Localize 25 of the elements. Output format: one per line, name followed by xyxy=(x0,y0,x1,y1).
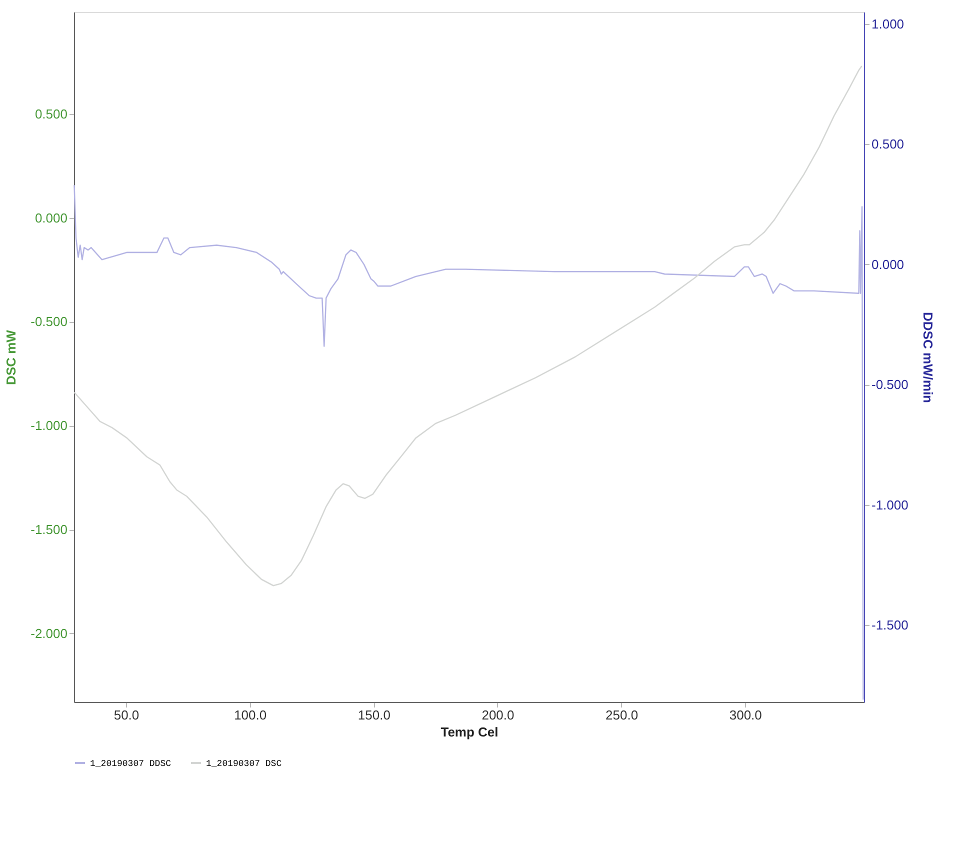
legend-label: 1_20190307 DSC xyxy=(206,759,282,769)
y2-tick-label: -1.000 xyxy=(872,497,908,512)
y-tick-label: -1.000 xyxy=(30,418,68,434)
legend-label: 1_20190307 DDSC xyxy=(90,759,172,769)
y2-tick-label: -1.500 xyxy=(872,618,908,633)
x-axis-title: Temp Cel xyxy=(440,724,498,740)
x-tick-label: 150.0 xyxy=(358,708,390,722)
x-tick-label: 300.0 xyxy=(729,708,762,722)
x-tick-label: 250.0 xyxy=(606,708,638,722)
y2-tick-label: -0.500 xyxy=(872,377,908,392)
y-tick-label: -1.500 xyxy=(30,522,68,537)
x-tick-label: 50.0 xyxy=(114,708,140,722)
y-tick-label: 0.500 xyxy=(34,106,68,122)
y2-tick-label: 0.000 xyxy=(872,256,904,272)
line-series xyxy=(74,65,862,586)
line-series xyxy=(74,184,864,700)
y2-tick-label: 1.000 xyxy=(872,16,904,32)
x-tick-label: 100.0 xyxy=(234,708,267,722)
y-tick-label: -2.000 xyxy=(30,626,68,641)
y2-axis-title: DDSC mW/min xyxy=(920,312,936,404)
y-tick-label: -0.500 xyxy=(30,314,68,330)
x-tick-label: 200.0 xyxy=(482,708,514,722)
y2-tick-label: 0.500 xyxy=(872,136,904,152)
y-axis-title: DSC mW xyxy=(4,329,19,385)
y-tick-label: 0.000 xyxy=(34,210,68,226)
